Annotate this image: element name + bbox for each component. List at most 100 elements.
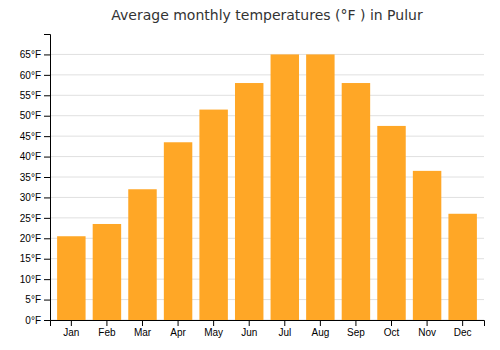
grid-line xyxy=(50,54,484,55)
y-tick-mark xyxy=(44,95,50,96)
x-tick-mark xyxy=(391,320,392,326)
x-tick-mark xyxy=(106,320,107,326)
y-tick: 35°F xyxy=(20,172,50,183)
title: Average monthly temperatures (°F ) in Pu… xyxy=(111,7,423,23)
bar xyxy=(199,110,227,320)
x-tick: Jul xyxy=(278,320,291,338)
bar xyxy=(306,54,334,320)
grid-line xyxy=(50,115,484,116)
y-tick: 45°F xyxy=(20,131,50,142)
y-tick-label: 55°F xyxy=(20,90,41,101)
x-tick: Aug xyxy=(311,320,329,338)
y-tick: 65°F xyxy=(20,49,50,60)
y-tick-label: 0°F xyxy=(25,315,41,326)
y-tick: 50°F xyxy=(20,110,50,121)
y-tick-label: 15°F xyxy=(20,253,41,264)
y-tick-label: 35°F xyxy=(20,172,41,183)
y-tick-label: 10°F xyxy=(20,274,41,285)
x-tick: Feb xyxy=(98,320,116,338)
grid-line xyxy=(50,74,484,75)
y-tick-mark xyxy=(44,136,50,137)
y-tick-mark xyxy=(44,238,50,239)
y-tick-label: 25°F xyxy=(20,213,41,224)
y-tick-label: 5°F xyxy=(25,294,41,305)
y-axis-line xyxy=(44,35,51,321)
x-tick: May xyxy=(204,320,223,338)
x-tick: Dec xyxy=(454,320,472,338)
grid xyxy=(50,54,484,320)
y-tick: 20°F xyxy=(20,233,50,244)
x-tick-mark xyxy=(178,320,179,326)
x-axis: Jan Feb Mar Apr May Jun Jul Aug Sep Oct Nov Dec xyxy=(51,320,485,338)
y-tick-mark xyxy=(44,279,50,280)
bars xyxy=(57,54,477,320)
y-tick-label: 65°F xyxy=(20,49,41,60)
x-tick-mark xyxy=(462,320,463,326)
bar xyxy=(128,189,156,320)
x-tick-label: Sep xyxy=(347,327,365,338)
y-tick-mark xyxy=(44,177,50,178)
bar xyxy=(164,142,192,320)
bar xyxy=(93,224,121,320)
x-tick-label: Oct xyxy=(384,327,400,338)
bar xyxy=(235,83,263,320)
x-tick-mark xyxy=(320,320,321,326)
y-tick: 15°F xyxy=(20,253,50,264)
grid-line xyxy=(50,95,484,96)
x-tick: Jan xyxy=(63,320,79,338)
y-tick: 25°F xyxy=(20,213,50,224)
y-tick: 0°F xyxy=(25,315,50,326)
x-tick: Sep xyxy=(347,320,365,338)
x-tick: Oct xyxy=(384,320,400,338)
y-tick-mark xyxy=(44,75,50,76)
y-tick-mark xyxy=(44,157,50,158)
x-tick-mark xyxy=(71,320,72,326)
x-tick-mark xyxy=(249,320,250,326)
x-tick-mark xyxy=(427,320,428,326)
y-tick: 40°F xyxy=(20,151,50,162)
bar xyxy=(342,83,370,320)
y-tick-mark xyxy=(44,320,50,321)
y-tick: 55°F xyxy=(20,90,50,101)
plot: 0°F 5°F 10°F 15°F 20°F 25°F 30°F 35°F 40°F 45°F 50… xyxy=(20,35,485,339)
x-tick-label: Jun xyxy=(241,327,257,338)
x-tick: Jun xyxy=(241,320,257,338)
x-tick-mark xyxy=(142,320,143,326)
x-tick-label: Jan xyxy=(63,327,79,338)
y-tick: 5°F xyxy=(25,294,50,305)
y-tick: 60°F xyxy=(20,70,50,81)
y-tick: 10°F xyxy=(20,274,50,285)
x-axis-line xyxy=(51,321,485,327)
x-tick-label: Aug xyxy=(311,327,329,338)
bar xyxy=(271,54,299,320)
bar xyxy=(413,171,441,320)
bar xyxy=(377,126,405,320)
y-tick-mark xyxy=(44,197,50,198)
y-tick-label: 20°F xyxy=(20,233,41,244)
y-tick: 30°F xyxy=(20,192,50,203)
grid-line xyxy=(50,136,484,137)
y-tick-label: 50°F xyxy=(20,110,41,121)
x-tick: Mar xyxy=(134,320,152,338)
grid-line xyxy=(50,156,484,157)
x-tick-mark xyxy=(355,320,356,326)
chart: 0°F 5°F 10°F 15°F 20°F 25°F 30°F 35°F 40°F 45°F 50… xyxy=(0,0,500,350)
y-tick-mark xyxy=(44,116,50,117)
bar xyxy=(448,214,476,320)
x-tick: Apr xyxy=(170,320,186,338)
x-tick-label: Nov xyxy=(418,327,436,338)
y-tick-label: 45°F xyxy=(20,131,41,142)
x-tick-label: May xyxy=(204,327,223,338)
y-tick-label: 40°F xyxy=(20,151,41,162)
y-tick-mark xyxy=(44,218,50,219)
x-tick-label: Apr xyxy=(170,327,186,338)
y-axis: 0°F 5°F 10°F 15°F 20°F 25°F 30°F 35°F 40°F 45°F 50… xyxy=(20,35,51,326)
x-tick-label: Mar xyxy=(134,327,152,338)
x-tick-label: Dec xyxy=(454,327,472,338)
x-tick: Nov xyxy=(418,320,436,338)
x-tick-label: Jul xyxy=(278,327,291,338)
y-tick-label: 60°F xyxy=(20,70,41,81)
y-tick-mark xyxy=(44,54,50,55)
y-tick-mark xyxy=(44,300,50,301)
y-tick-label: 30°F xyxy=(20,192,41,203)
